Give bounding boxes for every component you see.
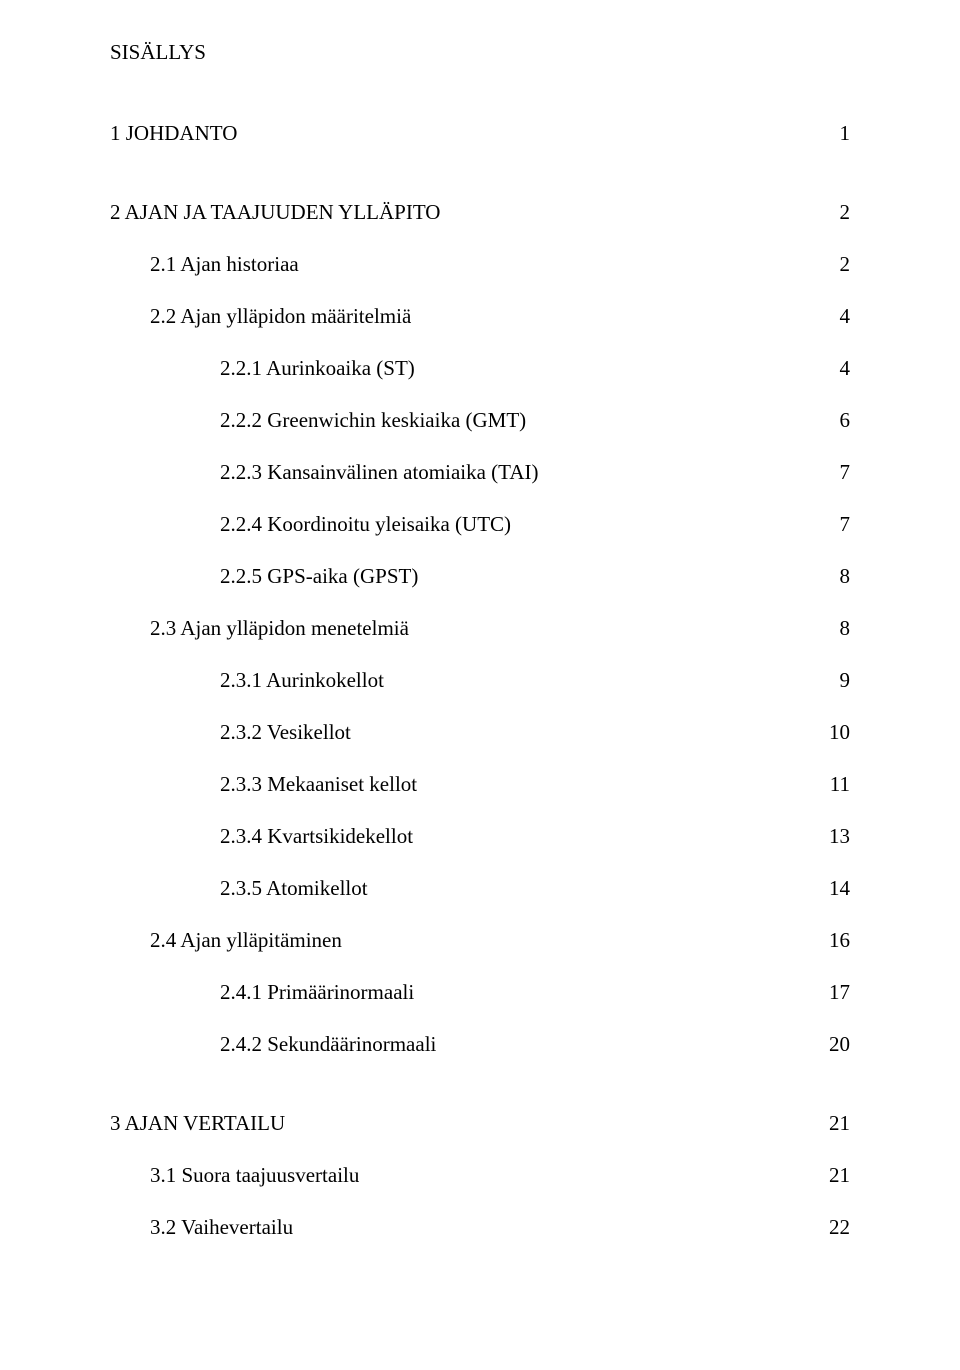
toc-entry-label: 2.3.4 Kvartsikidekellot	[220, 826, 820, 847]
toc-entry-label: 3.1 Suora taajuusvertailu	[150, 1165, 820, 1186]
toc-entry: 2.2.2 Greenwichin keskiaika (GMT)6	[110, 410, 850, 431]
toc-entry-page: 11	[820, 774, 850, 795]
toc-entry: 2.3.3 Mekaaniset kellot11	[110, 774, 850, 795]
toc-entry-label: 2.3.2 Vesikellot	[220, 722, 820, 743]
toc-entry-label: 2.1 Ajan historiaa	[150, 254, 820, 275]
toc-entry: 2.4.1 Primäärinormaali17	[110, 982, 850, 1003]
toc-entry: 2.1 Ajan historiaa2	[110, 254, 850, 275]
toc-entry: 2.3.1 Aurinkokellot9	[110, 670, 850, 691]
toc-entry: 2.2 Ajan ylläpidon määritelmiä4	[110, 306, 850, 327]
toc-entry: 3.1 Suora taajuusvertailu21	[110, 1165, 850, 1186]
toc-entry-label: 3.2 Vaihevertailu	[150, 1217, 820, 1238]
toc-entry-label: 1 JOHDANTO	[110, 123, 820, 144]
toc-entry-page: 6	[820, 410, 850, 431]
toc-entry: 2.4 Ajan ylläpitäminen16	[110, 930, 850, 951]
toc-entry-label: 2.2 Ajan ylläpidon määritelmiä	[150, 306, 820, 327]
toc-entry-page: 21	[820, 1113, 850, 1134]
toc-entry-label: 2.3.1 Aurinkokellot	[220, 670, 820, 691]
toc-entry-page: 7	[820, 514, 850, 535]
toc-entry-label: 2.3 Ajan ylläpidon menetelmiä	[150, 618, 820, 639]
toc-entry: 2.3.5 Atomikellot14	[110, 878, 850, 899]
toc-entry-page: 4	[820, 358, 850, 379]
toc-entry-page: 10	[820, 722, 850, 743]
toc-entry-page: 21	[820, 1165, 850, 1186]
toc-entry-label: 2.3.5 Atomikellot	[220, 878, 820, 899]
toc-entry: 2 AJAN JA TAAJUUDEN YLLÄPITO2	[110, 202, 850, 223]
toc-entry-page: 4	[820, 306, 850, 327]
page-title: SISÄLLYS	[110, 40, 850, 65]
toc-entry: 2.2.4 Koordinoitu yleisaika (UTC)7	[110, 514, 850, 535]
toc-entry-page: 2	[820, 202, 850, 223]
toc-entry-page: 7	[820, 462, 850, 483]
toc-entry: 3.2 Vaihevertailu22	[110, 1217, 850, 1238]
toc-entry: 2.4.2 Sekundäärinormaali20	[110, 1034, 850, 1055]
toc-entry-label: 2.2.5 GPS-aika (GPST)	[220, 566, 820, 587]
toc-entry-page: 16	[820, 930, 850, 951]
toc-entry-page: 1	[820, 123, 850, 144]
toc-entry-page: 9	[820, 670, 850, 691]
toc-entry-page: 2	[820, 254, 850, 275]
toc-entry: 2.2.1 Aurinkoaika (ST)4	[110, 358, 850, 379]
toc-entry-label: 2.3.3 Mekaaniset kellot	[220, 774, 820, 795]
toc-entry-label: 2.4.1 Primäärinormaali	[220, 982, 820, 1003]
toc-entry-label: 2.2.1 Aurinkoaika (ST)	[220, 358, 820, 379]
toc-entry: 2.3.2 Vesikellot10	[110, 722, 850, 743]
toc-entry: 1 JOHDANTO1	[110, 123, 850, 144]
toc-entry-page: 20	[820, 1034, 850, 1055]
toc-entry-label: 2.2.4 Koordinoitu yleisaika (UTC)	[220, 514, 820, 535]
toc-entry-label: 2 AJAN JA TAAJUUDEN YLLÄPITO	[110, 202, 820, 223]
toc-entry: 2.3 Ajan ylläpidon menetelmiä8	[110, 618, 850, 639]
toc-entry-label: 2.4.2 Sekundäärinormaali	[220, 1034, 820, 1055]
toc-entry: 3 AJAN VERTAILU21	[110, 1113, 850, 1134]
toc-entry-page: 13	[820, 826, 850, 847]
toc-entry-label: 2.4 Ajan ylläpitäminen	[150, 930, 820, 951]
toc-entry: 2.2.3 Kansainvälinen atomiaika (TAI)7	[110, 462, 850, 483]
toc-entry-page: 8	[820, 618, 850, 639]
toc-entry-page: 17	[820, 982, 850, 1003]
toc-entry-label: 3 AJAN VERTAILU	[110, 1113, 820, 1134]
toc-entry-label: 2.2.2 Greenwichin keskiaika (GMT)	[220, 410, 820, 431]
toc-entry: 2.3.4 Kvartsikidekellot13	[110, 826, 850, 847]
toc-entry-page: 14	[820, 878, 850, 899]
table-of-contents: 1 JOHDANTO12 AJAN JA TAAJUUDEN YLLÄPITO2…	[110, 123, 850, 1238]
toc-entry-label: 2.2.3 Kansainvälinen atomiaika (TAI)	[220, 462, 820, 483]
toc-entry-page: 8	[820, 566, 850, 587]
toc-entry-page: 22	[820, 1217, 850, 1238]
toc-entry: 2.2.5 GPS-aika (GPST)8	[110, 566, 850, 587]
